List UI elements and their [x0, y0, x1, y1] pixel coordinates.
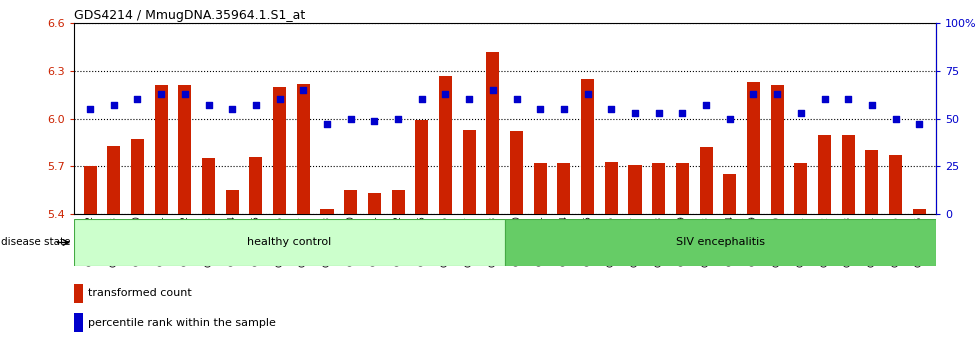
Point [627, 110, 643, 116]
Bar [74, 219, 505, 266]
Point [580, 91, 596, 97]
Point [414, 97, 429, 102]
Point [248, 102, 264, 108]
Point [793, 110, 808, 116]
Bar [368, 193, 381, 214]
Point [746, 91, 761, 97]
Bar [250, 157, 263, 214]
Bar [131, 139, 144, 214]
Bar [320, 209, 333, 214]
Bar [74, 313, 83, 332]
Text: healthy control: healthy control [247, 238, 331, 247]
Text: disease state: disease state [1, 238, 71, 247]
Point [532, 106, 548, 112]
Bar [510, 131, 523, 214]
Bar [865, 150, 878, 214]
Bar [225, 190, 239, 214]
Point [604, 106, 619, 112]
Point [343, 116, 359, 121]
Point [841, 97, 857, 102]
Text: percentile rank within the sample: percentile rank within the sample [87, 318, 275, 328]
Bar [558, 163, 570, 214]
Point [129, 97, 145, 102]
Bar [486, 52, 500, 214]
Point [390, 116, 406, 121]
Text: transformed count: transformed count [87, 288, 191, 298]
Point [769, 91, 785, 97]
Point [888, 116, 904, 121]
Point [271, 97, 287, 102]
Bar [178, 85, 191, 214]
Point [509, 97, 524, 102]
Bar [889, 155, 903, 214]
Point [698, 102, 713, 108]
Point [722, 116, 738, 121]
Bar [273, 87, 286, 214]
Bar [416, 120, 428, 214]
Bar [534, 163, 547, 214]
Bar [912, 209, 926, 214]
Point [911, 121, 927, 127]
Bar [344, 190, 358, 214]
Bar [83, 166, 97, 214]
Bar [74, 284, 83, 303]
Bar [202, 158, 215, 214]
Point [82, 106, 98, 112]
Bar [747, 82, 760, 214]
Bar [155, 85, 168, 214]
Point [438, 91, 454, 97]
Bar [463, 130, 475, 214]
Point [651, 110, 666, 116]
Bar [700, 147, 712, 214]
Bar [297, 84, 310, 214]
Point [106, 102, 122, 108]
Text: SIV encephalitis: SIV encephalitis [676, 238, 764, 247]
Bar [581, 79, 594, 214]
Bar [392, 190, 405, 214]
Bar [505, 219, 936, 266]
Bar [652, 163, 665, 214]
Bar [723, 174, 736, 214]
Point [556, 106, 571, 112]
Bar [439, 75, 452, 214]
Point [224, 106, 240, 112]
Point [319, 121, 335, 127]
Point [296, 87, 312, 93]
Point [177, 91, 193, 97]
Bar [795, 163, 808, 214]
Point [201, 102, 217, 108]
Text: GDS4214 / MmugDNA.35964.1.S1_at: GDS4214 / MmugDNA.35964.1.S1_at [74, 9, 305, 22]
Bar [842, 135, 855, 214]
Point [816, 97, 832, 102]
Bar [628, 165, 642, 214]
Point [462, 97, 477, 102]
Point [367, 118, 382, 123]
Bar [818, 135, 831, 214]
Bar [770, 85, 784, 214]
Bar [107, 145, 121, 214]
Point [674, 110, 690, 116]
Point [864, 102, 880, 108]
Bar [605, 161, 617, 214]
Point [153, 91, 169, 97]
Bar [676, 163, 689, 214]
Point [485, 87, 501, 93]
